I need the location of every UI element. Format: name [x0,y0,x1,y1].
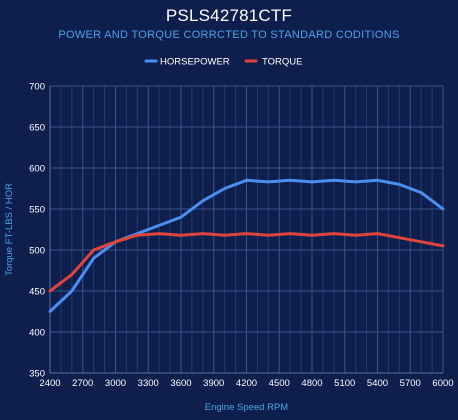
chart-title: PSLS42781CTF [165,6,293,25]
y-tick-label: 650 [29,123,45,134]
chart-subtitle: POWER AND TORQUE CORRCTED TO STANDARD CO… [58,29,400,41]
series-line-torque [48,232,445,293]
series-lines [48,178,445,313]
y-tick-label: 700 [29,82,45,93]
x-tick-label: 3300 [138,378,159,389]
y-tick-label: 550 [29,205,45,216]
axes [49,86,443,374]
x-tick-label: 4200 [236,378,257,389]
x-tick-label: 2400 [39,378,60,389]
y-tick-label: 600 [29,164,45,175]
x-tick-label: 4800 [301,378,322,389]
y-axis-label: Torque FT-LBS / HOR [4,183,15,276]
y-tick-label: 350 [29,369,45,380]
grid-major [49,85,444,374]
x-tick-label: 5700 [400,378,421,389]
x-axis-label: Engine Speed RPM [205,402,289,413]
y-tick-label: 500 [29,246,45,257]
x-tick-label: 2700 [72,378,93,389]
x-tick-label: 3900 [203,378,224,389]
y-tick-label: 400 [29,328,45,339]
x-tick-labels: 2400 2700 3000 3300 3600 3900 4200 4500 4800 5100… [39,378,453,389]
legend-label-horsepower: HORSEPOWER [160,57,230,68]
x-tick-label: 6000 [432,378,453,389]
y-tick-label: 450 [29,287,45,298]
legend-label-torque: TORQUE [262,57,302,68]
legend: HORSEPOWER TORQUE [144,57,302,68]
x-tick-label: 4500 [269,378,290,389]
x-tick-label: 3600 [170,378,191,389]
x-tick-label: 5400 [367,378,388,389]
grid-minor [60,86,433,373]
y-tick-labels: 350 400 450 500 550 600 650 700 [29,82,45,380]
x-tick-label: 5100 [334,378,355,389]
x-tick-label: 3000 [105,378,126,389]
